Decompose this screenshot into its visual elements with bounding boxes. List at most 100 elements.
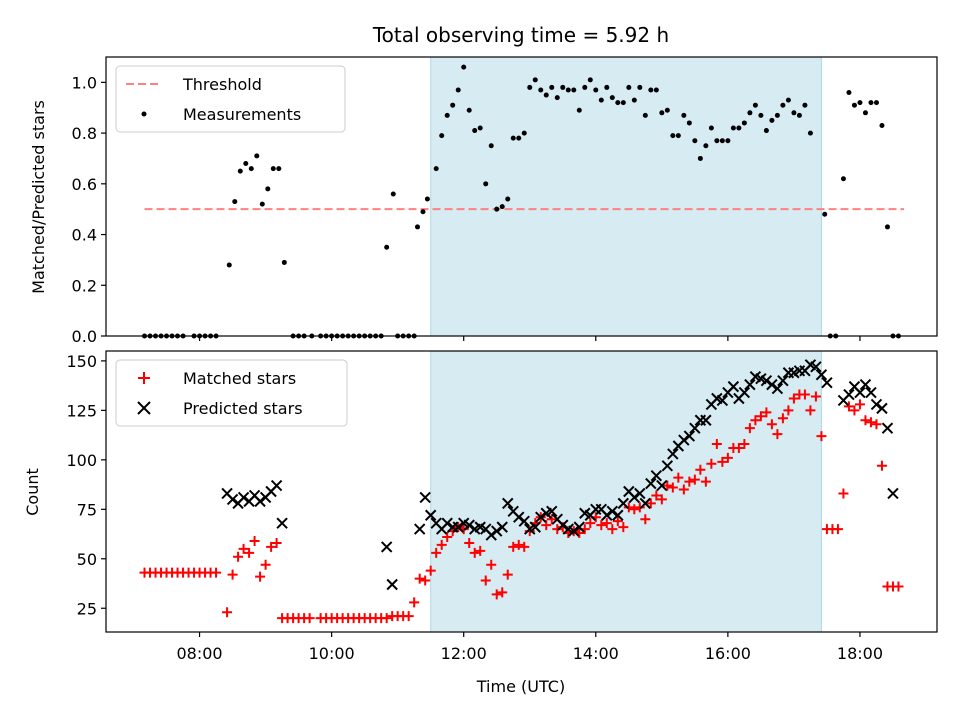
measurement-point <box>499 204 505 210</box>
predicted-stars-point <box>557 519 569 531</box>
matched-stars-point <box>618 522 629 533</box>
measurement-point <box>488 143 494 149</box>
matched-stars-point <box>211 567 222 578</box>
measurement-point <box>455 87 461 93</box>
x-tick-label: 16:00 <box>705 644 751 663</box>
predicted-stars-point <box>496 521 508 533</box>
measurement-point <box>752 102 758 108</box>
measurement-point <box>774 112 780 118</box>
shaded-region <box>430 56 822 337</box>
measurement-point <box>648 87 654 93</box>
predicted-stars-point <box>859 378 872 391</box>
measurement-point <box>466 107 472 113</box>
measurement-point <box>226 262 232 268</box>
measurement-point <box>697 155 703 161</box>
measurement-point <box>708 125 714 131</box>
measurement-point <box>653 87 659 93</box>
matched-stars-point <box>552 524 563 535</box>
matched-stars-point <box>519 541 530 552</box>
matched-stars-point <box>436 539 447 550</box>
y-tick-label: 50 <box>77 550 97 569</box>
measurement-point <box>692 138 698 144</box>
matched-stars-point <box>876 460 887 471</box>
matched-stars-point <box>546 514 557 525</box>
predicted-stars-point <box>634 487 646 500</box>
measurement-point <box>686 120 692 126</box>
matched-stars-point <box>755 411 766 422</box>
predicted-stars-point <box>237 491 250 504</box>
predicted-stars-point <box>700 414 712 426</box>
predicted-stars-point <box>744 378 756 391</box>
matched-stars-point <box>783 405 794 416</box>
matched-stars-point <box>733 442 744 453</box>
matched-stars-point <box>860 415 871 426</box>
measurement-point <box>719 138 725 144</box>
measurement-point <box>576 107 582 113</box>
predicted-stars-point <box>777 374 789 387</box>
matched-stars-point <box>381 613 392 624</box>
predicted-stars-point <box>568 525 580 537</box>
chart-title: Total observing time = 5.92 h <box>372 23 669 47</box>
predicted-stars-point <box>760 374 773 387</box>
legend-box <box>115 359 348 427</box>
legend: Threshold Measurements <box>115 65 346 133</box>
legend-label: Predicted stars <box>183 399 303 418</box>
matched-stars-point <box>656 494 667 505</box>
measurement-point <box>879 122 885 128</box>
measurement-point <box>604 84 610 90</box>
measurement-point <box>483 181 489 187</box>
matched-stars-point <box>689 474 700 485</box>
measurement-point <box>259 201 265 207</box>
matched-stars-point <box>684 476 695 487</box>
matched-stars-point <box>541 520 552 531</box>
measurement-point <box>424 196 430 202</box>
predicted-stars-point <box>683 430 696 442</box>
predicted-stars-point <box>667 448 679 460</box>
measurement-point <box>527 84 533 90</box>
measurement-point <box>664 107 670 113</box>
matched-stars-point <box>673 472 684 483</box>
matched-stars-point <box>409 597 420 608</box>
predicted-stars-point <box>485 529 497 541</box>
matched-stars-point <box>480 575 491 586</box>
matched-stars-point <box>255 571 266 582</box>
predicted-stars-point <box>876 402 888 415</box>
matched-stars-point <box>497 587 508 598</box>
measurement-point <box>243 161 249 167</box>
measurement-point <box>472 128 478 134</box>
legend-measurement-swatch <box>141 111 147 117</box>
legend-matched-swatch <box>138 372 150 384</box>
matched-stars-point <box>469 547 480 558</box>
legend-label: Threshold <box>182 75 262 94</box>
y-tick-label: 0.0 <box>72 327 97 346</box>
predicted-stars-point <box>639 497 652 510</box>
measurement-point <box>780 102 786 108</box>
measurement-point <box>758 112 764 118</box>
measurement-point <box>681 112 687 118</box>
matched-stars-point <box>832 524 843 535</box>
x-tick-label: 18:00 <box>837 644 883 663</box>
measurement-point <box>642 112 648 118</box>
measurement-point <box>444 112 450 118</box>
matched-stars-point <box>662 480 673 491</box>
predicted-stars-point <box>678 434 690 446</box>
measurement-point <box>420 209 426 215</box>
predicted-stars-point <box>738 386 751 399</box>
bottom-y-axis-title: Count <box>23 468 42 516</box>
measurement-point <box>730 125 736 131</box>
matched-stars-point <box>596 520 607 531</box>
predicted-stars-point <box>254 495 266 508</box>
predicted-stars-point <box>270 479 283 492</box>
measurement-point <box>873 100 879 106</box>
matched-stars-point <box>750 415 761 426</box>
y-tick-label: 125 <box>66 401 97 420</box>
predicted-stars-point <box>810 361 822 373</box>
matched-stars-point <box>865 417 876 428</box>
matched-stars-point <box>695 464 706 475</box>
legend-label: Matched stars <box>183 369 296 388</box>
matched-stars-point <box>442 532 453 543</box>
matched-stars-point <box>491 589 502 600</box>
measurement-point <box>763 128 769 134</box>
x-tick-label: 08:00 <box>177 644 223 663</box>
